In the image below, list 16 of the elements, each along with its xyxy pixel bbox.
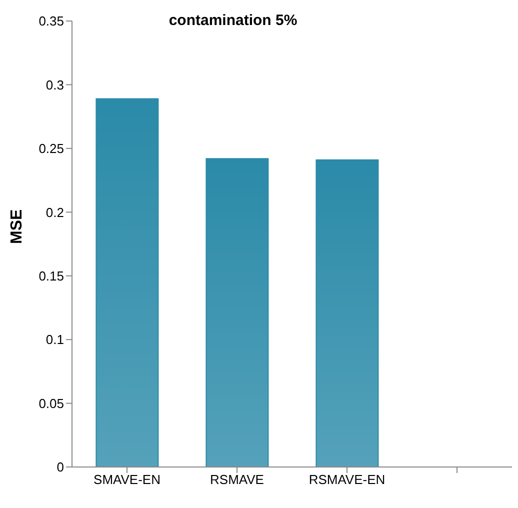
bar — [316, 159, 379, 467]
y-tick-label: 0.15 — [38, 268, 64, 284]
bar — [206, 158, 269, 467]
x-tick-label: RSMAVE-EN — [308, 472, 386, 488]
y-tick-label: 0.1 — [46, 332, 64, 348]
y-tick-label: 0.2 — [46, 204, 64, 220]
y-tick-label: 0.35 — [38, 14, 64, 29]
bar — [96, 98, 159, 467]
x-tick-label: RSMAVE — [210, 472, 264, 488]
y-tick-label: 0 — [56, 460, 64, 475]
y-tick-label: 0.3 — [46, 77, 64, 92]
y-tick-label: 0.25 — [38, 141, 64, 156]
chart-title: contamination 5% — [168, 12, 298, 29]
y-tick-label: 0.05 — [38, 396, 64, 411]
y-axis-title: MSE — [8, 209, 26, 244]
x-tick-label: SMAVE-EN — [94, 472, 160, 488]
